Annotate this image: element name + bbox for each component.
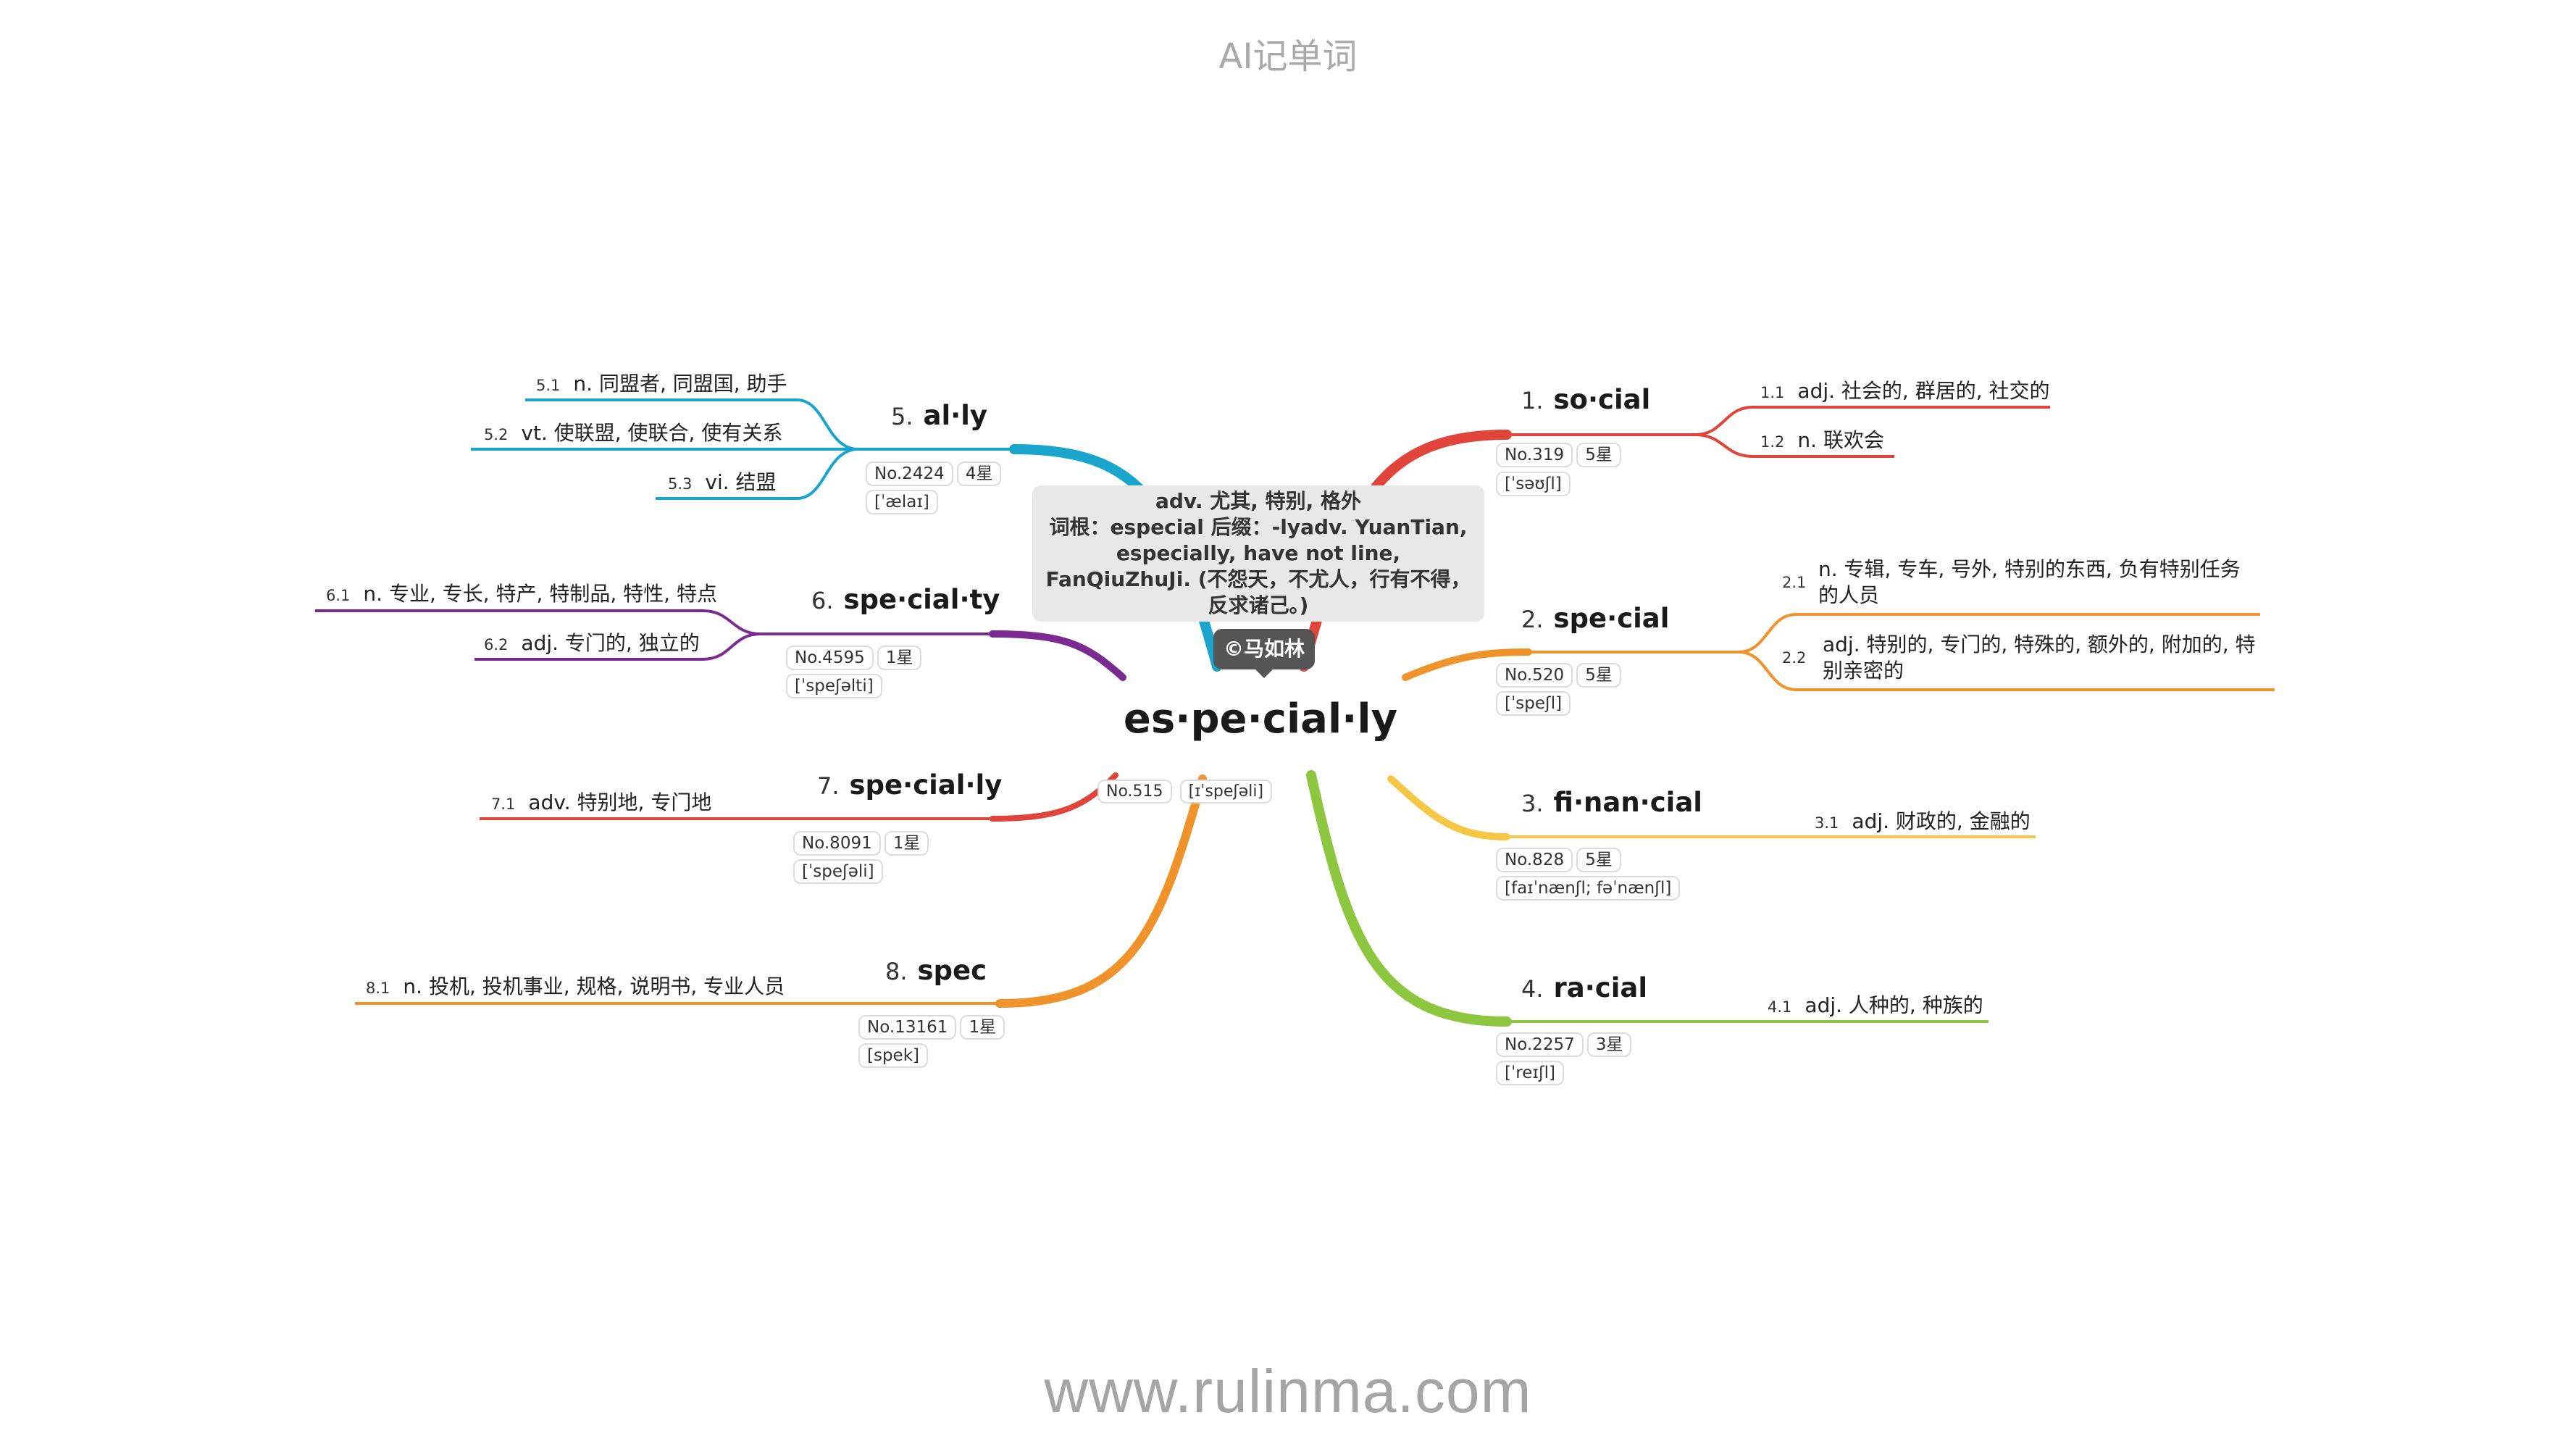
author-tag: ©马如林 bbox=[1213, 629, 1316, 678]
phonetic-badge: [ˈsəʊʃl] bbox=[1496, 472, 1571, 496]
trunk-racial bbox=[1306, 770, 1512, 1027]
rank-badge: No.520 bbox=[1496, 663, 1573, 688]
branch-word: spec bbox=[917, 955, 987, 986]
branch-word: fi·nan·cial bbox=[1553, 787, 1702, 818]
branch-ally-meta: No.2424 4星 bbox=[866, 459, 1002, 486]
leaf-6-1: 6.1 n. 专业, 专长, 特产, 特制品, 特性, 特点 bbox=[326, 582, 717, 606]
branch-social-meta: No.319 5星 bbox=[1496, 440, 1621, 467]
branch-ally[interactable]: 5. al·ly bbox=[891, 400, 987, 431]
branch-special[interactable]: 2. spe·cial bbox=[1521, 603, 1669, 634]
center-note-text: adv. 尤其, 特别, 格外 词根：especial 后缀：-lyadv. Y… bbox=[1045, 489, 1471, 617]
rank-badge: No.2424 bbox=[866, 462, 953, 486]
branch-word: al·ly bbox=[923, 400, 988, 431]
branch-word: ra·cial bbox=[1553, 972, 1648, 1003]
branch-specialty[interactable]: 6. spe·cial·ty bbox=[811, 584, 1000, 615]
rank-badge: No.828 bbox=[1496, 848, 1573, 872]
branch-number: 8. bbox=[885, 958, 908, 985]
trunk-special bbox=[1402, 648, 1532, 681]
branch-word: spe·cial·ly bbox=[849, 769, 1003, 801]
leaf-5-1: 5.1 n. 同盟者, 同盟国, 助手 bbox=[536, 372, 787, 396]
rank-badge: No.319 bbox=[1496, 443, 1573, 467]
center-word[interactable]: es·pe·cial·ly bbox=[1123, 696, 1398, 743]
branch-social[interactable]: 1. so·cial bbox=[1521, 384, 1650, 415]
app-title: AI记单词 bbox=[1218, 36, 1358, 77]
branch-racial-meta: No.2257 3星 bbox=[1496, 1030, 1632, 1057]
rank-badge: No.8091 bbox=[793, 831, 881, 856]
branch-specially[interactable]: 7. spe·cial·ly bbox=[817, 769, 1002, 801]
leaf-line-1-1 bbox=[1694, 406, 2050, 436]
rank-badge: No.4595 bbox=[786, 646, 874, 670]
branch-number: 6. bbox=[811, 587, 834, 614]
branch-number: 4. bbox=[1521, 975, 1544, 1003]
leaf-1-1: 1.1 adj. 社会的, 群居的, 社交的 bbox=[1760, 379, 2050, 403]
branch-specially-meta: No.8091 1星 bbox=[793, 829, 929, 856]
leaf-1-2: 1.2 n. 联欢会 bbox=[1760, 428, 1884, 452]
stars-badge: 1星 bbox=[884, 831, 929, 856]
leaf-line-5-1 bbox=[525, 398, 859, 451]
center-meta: No.515 [ɪˈspeʃəli] bbox=[1097, 780, 1273, 803]
stars-badge: 1星 bbox=[960, 1015, 1005, 1040]
branch-spec[interactable]: 8. spec bbox=[885, 955, 987, 986]
phonetic-badge: [ˈælaɪ] bbox=[866, 490, 938, 514]
branch-financial-phonetic: [faɪˈnænʃl; fəˈnænʃl] bbox=[1496, 876, 1681, 901]
trunk-financial bbox=[1387, 775, 1510, 840]
branch-word: so·cial bbox=[1553, 384, 1651, 415]
phonetic-badge: [ˈspeʃəlti] bbox=[786, 674, 882, 698]
leaf-2-1: 2.1 n. 专辑, 专车, 号外, 特别的东西, 负有特别任务的人员 bbox=[1782, 557, 2241, 607]
phonetic-badge: [spek] bbox=[858, 1043, 928, 1068]
leaf-5-2: 5.2 vt. 使联盟, 使联合, 使有关系 bbox=[484, 421, 783, 445]
leaf-6-2: 6.2 adj. 专门的, 独立的 bbox=[484, 631, 700, 655]
phonetic-badge: [ˈspeʃl] bbox=[1496, 691, 1571, 716]
center-phonetic-badge: [ɪˈspeʃəli] bbox=[1179, 780, 1273, 803]
branch-number: 7. bbox=[817, 772, 840, 800]
leaf-4-1: 4.1 adj. 人种的, 种族的 bbox=[1768, 993, 1983, 1017]
leaf-line-2-1 bbox=[1738, 613, 2260, 653]
branch-ally-phonetic: [ˈælaɪ] bbox=[866, 490, 938, 514]
leaf-7-1: 7.1 adv. 特别地, 专门地 bbox=[491, 790, 712, 814]
leaf-line-6-1 bbox=[315, 609, 761, 635]
branch-number: 1. bbox=[1521, 387, 1544, 414]
branch-specialty-phonetic: [ˈspeʃəlti] bbox=[786, 674, 882, 698]
branch-special-meta: No.520 5星 bbox=[1496, 661, 1621, 688]
branch-specialty-meta: No.4595 1星 bbox=[786, 643, 922, 670]
leaf-2-2: 2.2 adj. 特别的, 专门的, 特殊的, 额外的, 附加的, 特别亲密的 bbox=[1782, 632, 2256, 682]
leaf-3-1: 3.1 adj. 财政的, 金融的 bbox=[1815, 809, 2031, 833]
branch-word: spe·cial bbox=[1553, 603, 1670, 634]
phonetic-badge: [ˈspeʃəli] bbox=[793, 859, 883, 884]
trunk-spec bbox=[995, 774, 1207, 1008]
trunk-specialty bbox=[989, 630, 1126, 681]
stars-badge: 5星 bbox=[1576, 663, 1621, 688]
stars-badge: 1星 bbox=[877, 646, 922, 670]
branch-financial[interactable]: 3. fi·nan·cial bbox=[1521, 787, 1702, 818]
branch-number: 3. bbox=[1521, 790, 1544, 817]
branch-specially-phonetic: [ˈspeʃəli] bbox=[793, 859, 883, 884]
stars-badge: 5星 bbox=[1576, 848, 1621, 872]
leaf-8-1: 8.1 n. 投机, 投机事业, 规格, 说明书, 专业人员 bbox=[366, 974, 785, 998]
branch-racial[interactable]: 4. ra·cial bbox=[1521, 972, 1647, 1003]
branch-spec-phonetic: [spek] bbox=[858, 1043, 928, 1068]
branch-spec-meta: No.13161 1星 bbox=[858, 1013, 1005, 1040]
rank-badge: No.2257 bbox=[1496, 1032, 1584, 1057]
phonetic-badge: [ˈreɪʃl] bbox=[1496, 1061, 1565, 1085]
phonetic-badge: [faɪˈnænʃl; fəˈnænʃl] bbox=[1496, 876, 1681, 901]
leaf-line-2-2 bbox=[1738, 651, 2275, 691]
branch-number: 2. bbox=[1521, 606, 1544, 633]
branch-financial-meta: No.828 5星 bbox=[1496, 845, 1621, 872]
branch-racial-phonetic: [ˈreɪʃl] bbox=[1496, 1061, 1565, 1085]
branch-number: 5. bbox=[891, 403, 913, 430]
rank-badge: No.13161 bbox=[858, 1015, 957, 1040]
branch-word: spe·cial·ty bbox=[843, 584, 1000, 615]
website-url: www.rulinma.com bbox=[1044, 1357, 1532, 1425]
leaf-line-6-2 bbox=[474, 632, 761, 661]
branch-social-phonetic: [ˈsəʊʃl] bbox=[1496, 472, 1571, 496]
stars-badge: 3星 bbox=[1586, 1032, 1632, 1057]
leaf-line-1-2 bbox=[1694, 433, 1894, 458]
branch-special-phonetic: [ˈspeʃl] bbox=[1496, 691, 1571, 716]
center-note: adv. 尤其, 特别, 格外 词根：especial 后缀：-lyadv. Y… bbox=[1032, 485, 1484, 622]
leaf-line-5-3 bbox=[656, 448, 859, 500]
stars-badge: 4星 bbox=[956, 462, 1002, 486]
center-rank-badge: No.515 bbox=[1097, 780, 1172, 803]
leaf-5-3: 5.3 vi. 结盟 bbox=[668, 470, 777, 494]
stars-badge: 5星 bbox=[1576, 443, 1621, 467]
